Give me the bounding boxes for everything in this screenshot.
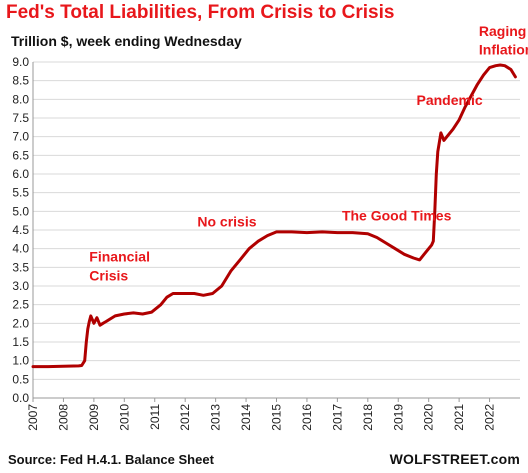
series-lines <box>31 63 517 369</box>
x-tick-label: 2014 <box>239 404 253 431</box>
x-tick-label: 2010 <box>117 404 131 431</box>
x-tick-labels: 2007 2008 2009 2010 2011 2012 2013 2014 2015 2016… <box>26 404 497 431</box>
chart-subtitle: Trillion $, week ending Wednesday <box>11 33 242 49</box>
y-tick-label: 7.5 <box>12 111 29 125</box>
y-tick-label: 2.5 <box>12 298 29 312</box>
chart-title: Fed's Total Liabilities, From Crisis to … <box>6 2 395 23</box>
y-tick-label: 8.0 <box>12 92 29 106</box>
y-tick-label: 0.5 <box>12 372 29 386</box>
x-tick-label: 2009 <box>87 404 101 431</box>
axes <box>32 62 520 402</box>
y-tick-label: 9.0 <box>12 55 29 69</box>
annotation-label: No crisis <box>197 213 256 229</box>
annotation-label: Financial <box>89 249 150 265</box>
y-tick-label: 8.5 <box>12 74 29 88</box>
x-tick-label: 2021 <box>452 404 466 431</box>
x-tick-label: 2020 <box>422 404 436 431</box>
annotation-label: Crisis <box>89 267 128 283</box>
y-tick-label: 0.0 <box>12 391 29 405</box>
y-tick-label: 5.5 <box>12 186 29 200</box>
x-tick-label: 2007 <box>26 404 40 431</box>
y-tick-label: 1.5 <box>12 335 29 349</box>
y-tick-label: 3.5 <box>12 260 29 274</box>
x-tick-label: 2011 <box>148 404 162 430</box>
x-tick-label: 2019 <box>391 404 405 431</box>
y-tick-label: 1.0 <box>12 354 29 368</box>
y-tick-label: 2.0 <box>12 316 29 330</box>
y-tick-label: 3.0 <box>12 279 29 293</box>
x-tick-label: 2017 <box>330 404 344 431</box>
y-tick-label: 4.0 <box>12 242 29 256</box>
y-tick-label: 6.0 <box>12 167 29 181</box>
y-tick-label: 7.0 <box>12 130 29 144</box>
x-tick-label: 2015 <box>270 404 284 431</box>
x-tick-label: 2013 <box>209 404 223 431</box>
annotation-label: Pandemic <box>417 92 483 108</box>
brand-logo-text: WOLFSTREET.com <box>389 451 520 467</box>
x-tick-label: 2022 <box>483 404 497 431</box>
gridlines <box>33 61 520 399</box>
annotation-label: Raging <box>479 23 526 39</box>
source-note: Source: Fed H.4.1. Balance Sheet <box>8 452 214 467</box>
x-tick-label: 2018 <box>361 404 375 431</box>
annotation-label: The Good Times <box>342 208 452 224</box>
x-tick-label: 2016 <box>300 404 314 431</box>
annotation-label: Inflation <box>479 42 528 58</box>
x-tick-label: 2008 <box>56 404 70 431</box>
y-tick-label: 6.5 <box>12 148 29 162</box>
y-tick-label: 4.5 <box>12 223 29 237</box>
y-tick-labels: 0.0 0.5 1.0 1.5 2.0 2.5 3.0 3.5 4.0 4.5 5.0 5.5 6.0 6… <box>12 55 29 405</box>
annotations: Financial Crisis No crisis The Good Times Pa… <box>89 23 528 284</box>
x-tick-label: 2012 <box>178 404 192 431</box>
series-line <box>31 63 517 369</box>
y-tick-label: 5.0 <box>12 204 29 218</box>
